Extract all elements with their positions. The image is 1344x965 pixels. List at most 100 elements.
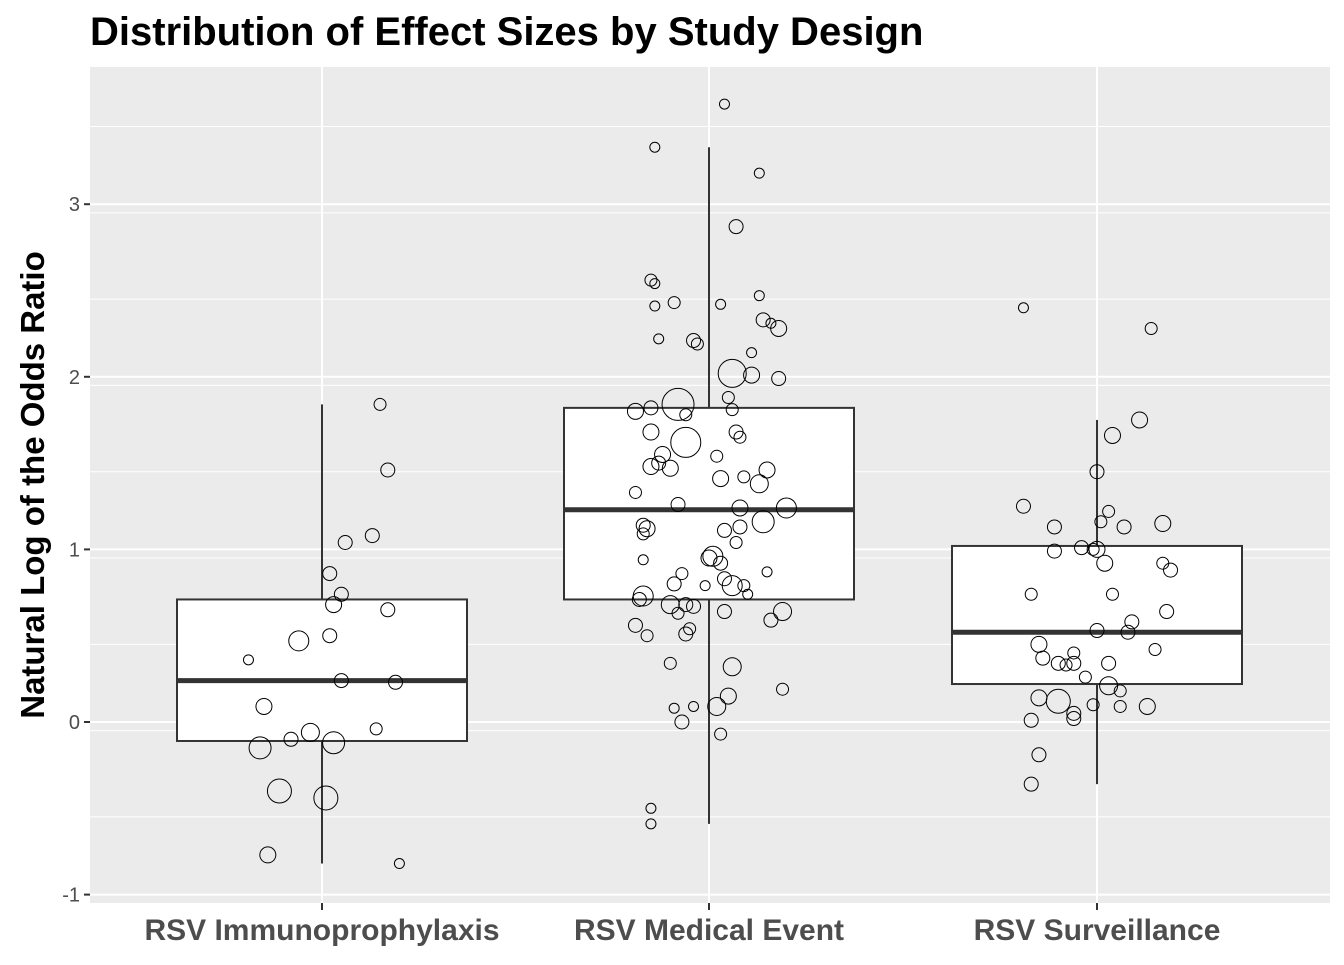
data-point: [728, 219, 744, 235]
data-point: [288, 630, 310, 652]
y-tick-label: 3: [69, 194, 80, 216]
data-point: [649, 278, 661, 290]
data-point: [1088, 540, 1106, 558]
data-point: [1113, 699, 1127, 713]
data-point: [770, 319, 788, 337]
y-axis-label: Natural Log of the Odds Ratio: [14, 251, 51, 719]
data-point: [758, 461, 776, 479]
data-point: [300, 722, 320, 742]
data-point: [313, 785, 339, 811]
data-point: [1067, 646, 1081, 660]
data-point: [1059, 658, 1073, 672]
data-point: [637, 554, 649, 566]
data-point: [1124, 614, 1140, 630]
points: [242, 98, 1179, 870]
data-point: [1159, 604, 1175, 620]
data-point: [715, 298, 727, 310]
data-point: [699, 580, 711, 592]
data-point: [661, 459, 679, 477]
data-point: [746, 347, 758, 359]
data-point: [713, 555, 729, 571]
data-point: [373, 397, 387, 411]
data-point: [369, 722, 383, 736]
data-point: [721, 575, 743, 597]
data-point: [380, 462, 396, 478]
data-point: [255, 697, 273, 715]
data-point: [393, 858, 405, 870]
data-point: [259, 846, 277, 864]
data-point: [674, 714, 690, 730]
y-tick-label: 0: [69, 712, 80, 734]
data-point: [654, 445, 672, 463]
data-point: [678, 597, 694, 613]
data-point: [337, 534, 353, 550]
x-tick-label: RSV Surveillance: [974, 914, 1221, 947]
data-point: [1101, 655, 1117, 671]
data-point: [642, 458, 660, 476]
data-point: [761, 566, 773, 578]
data-point: [660, 595, 680, 615]
data-point: [716, 571, 732, 587]
data-point: [773, 602, 793, 622]
data-point: [722, 657, 742, 677]
data-point: [333, 673, 349, 689]
data-point: [653, 333, 665, 345]
data-point: [1078, 670, 1092, 684]
data-point: [322, 628, 338, 644]
data-point: [635, 517, 651, 533]
data-point: [700, 549, 718, 567]
data-point: [742, 588, 754, 600]
x-tick-label: RSV Medical Event: [574, 914, 844, 947]
data-point: [643, 400, 659, 416]
data-point: [1102, 504, 1116, 518]
data-point: [651, 455, 667, 471]
data-point: [1066, 655, 1082, 671]
data-point: [364, 528, 380, 544]
data-point: [638, 520, 656, 538]
data-point: [716, 522, 732, 538]
data-point: [627, 617, 643, 633]
data-point: [753, 167, 765, 179]
data-point: [718, 98, 730, 110]
data-point: [712, 470, 730, 488]
data-point: [645, 818, 657, 830]
x-tick-label: RSV Immunoprophylaxis: [144, 914, 499, 947]
y-tick-label: -1: [62, 885, 80, 907]
data-point: [640, 629, 654, 643]
data-point: [242, 654, 254, 666]
data-point: [1163, 562, 1179, 578]
data-point: [753, 290, 765, 302]
data-point: [1120, 624, 1136, 640]
box: [176, 598, 468, 742]
data-point: [628, 485, 642, 499]
data-point: [1103, 426, 1121, 444]
data-point: [380, 602, 396, 618]
data-point: [755, 312, 771, 328]
data-point: [710, 449, 724, 463]
data-point: [725, 403, 739, 417]
data-point: [749, 474, 769, 494]
data-point: [707, 696, 727, 716]
data-point: [1035, 650, 1051, 666]
data-point: [686, 333, 702, 349]
data-point: [1015, 498, 1031, 514]
data-point: [743, 366, 761, 384]
data-point: [686, 598, 702, 614]
data-point: [670, 497, 686, 513]
data-point: [729, 535, 743, 549]
data-point: [1024, 587, 1038, 601]
data-point: [1086, 698, 1100, 712]
data-point: [1023, 776, 1039, 792]
data-point: [688, 700, 700, 712]
data-point: [1050, 655, 1066, 671]
data-point: [1031, 747, 1047, 763]
data-point: [283, 731, 299, 747]
axes: -1 0 1 2 3 RSV Immunoprophylaxis RSV Medical E…: [62, 194, 1220, 947]
data-point: [683, 622, 697, 636]
data-point: [322, 566, 338, 582]
data-point: [714, 727, 728, 741]
data-point: [671, 606, 685, 620]
data-point: [1144, 321, 1158, 335]
data-point: [325, 596, 343, 614]
data-point: [771, 371, 787, 387]
